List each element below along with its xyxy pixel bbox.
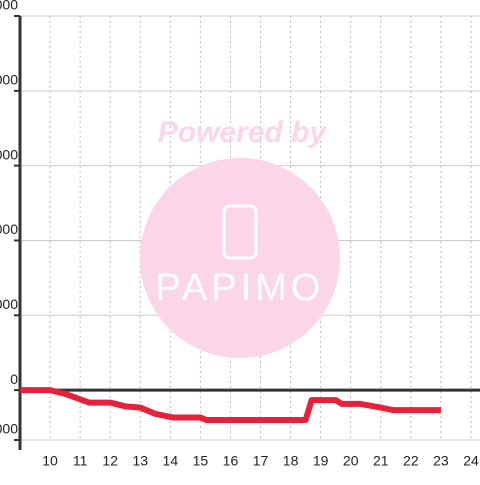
x-tick-label: 22 bbox=[403, 453, 419, 469]
y-tick-label: 30,000 bbox=[0, 296, 18, 312]
x-tick-label: 21 bbox=[373, 453, 389, 469]
x-tick-label: 14 bbox=[163, 453, 179, 469]
y-tick-label: 60,000 bbox=[0, 221, 18, 237]
watermark-phone bbox=[222, 204, 258, 260]
watermark-logo: PAPIMO bbox=[156, 267, 325, 309]
watermark: Powered by PAPIMO bbox=[140, 116, 340, 358]
y-tick-label: 0 bbox=[10, 371, 18, 387]
x-tick-label: 19 bbox=[313, 453, 329, 469]
y-tick-label: 90,000 bbox=[0, 146, 18, 162]
y-tick-label: -20,000 bbox=[0, 421, 18, 437]
x-tick-label: 11 bbox=[73, 453, 88, 469]
x-tick-label: 17 bbox=[253, 453, 269, 469]
x-tick-label: 18 bbox=[283, 453, 299, 469]
x-tick-label: 10 bbox=[42, 453, 58, 469]
x-tick-label: 13 bbox=[132, 453, 148, 469]
data-line bbox=[20, 387, 441, 424]
x-tick-label: 12 bbox=[102, 453, 118, 469]
x-tick-label: 24 bbox=[463, 453, 479, 469]
watermark-text: Powered by bbox=[158, 116, 328, 149]
x-tick-label: 20 bbox=[343, 453, 359, 469]
x-tick-label: 23 bbox=[433, 453, 449, 469]
y-tick-label: 120,000 bbox=[0, 72, 18, 88]
y-tick-label: 150,000 bbox=[0, 0, 18, 13]
x-tick-label: 16 bbox=[223, 453, 239, 469]
x-tick-label: 15 bbox=[193, 453, 209, 469]
